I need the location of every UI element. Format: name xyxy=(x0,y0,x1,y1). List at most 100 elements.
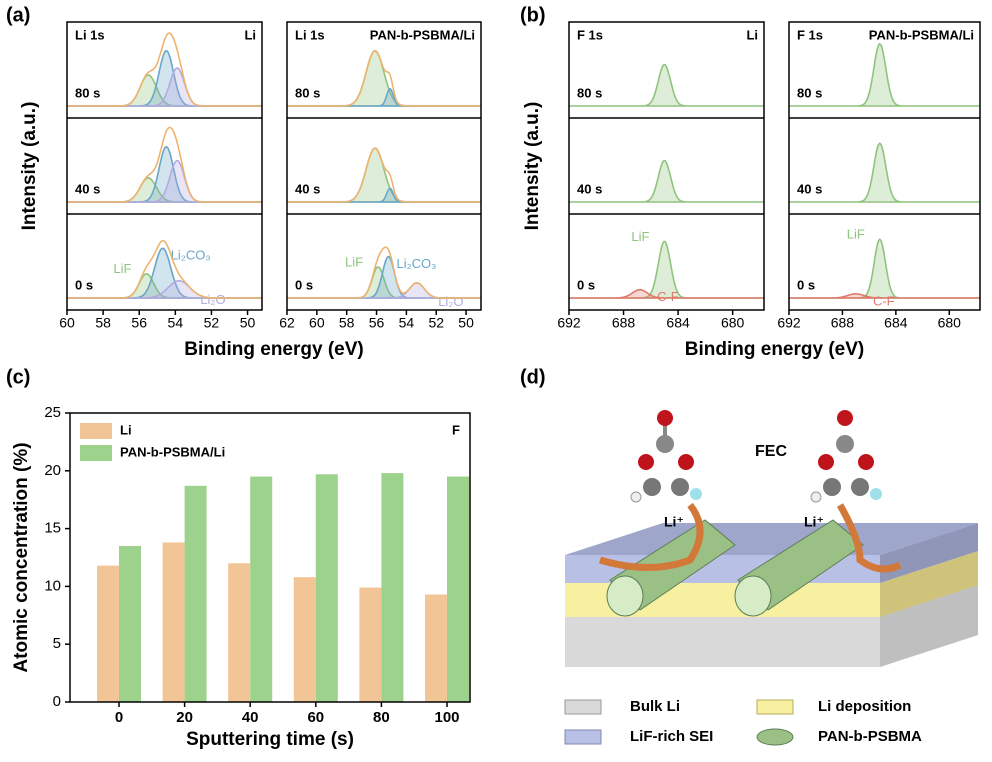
subplot-sample: PAN-b-PSBMA/Li xyxy=(869,27,974,42)
bar xyxy=(250,476,273,702)
plot-frame xyxy=(69,412,471,703)
x-tick-label: 0 xyxy=(115,709,123,726)
bar xyxy=(315,474,338,702)
panel-label: (a) xyxy=(6,4,30,26)
x-tick-label: 50 xyxy=(240,315,256,331)
ion-label: Li⁺ xyxy=(804,514,824,530)
peak xyxy=(789,293,980,299)
peak xyxy=(287,255,481,299)
envelope xyxy=(67,239,262,299)
x-tick-label: 60 xyxy=(59,315,75,331)
legend-label: LiF-rich SEI xyxy=(630,728,713,745)
x-tick-label: 54 xyxy=(168,315,184,331)
envelope xyxy=(287,246,481,299)
x-tick-label: 60 xyxy=(307,709,324,726)
legend-swatch xyxy=(756,699,794,715)
panel-label: (c) xyxy=(6,366,30,388)
x-tick-label: 680 xyxy=(721,315,745,331)
y-tick-label: 10 xyxy=(44,577,61,594)
subplot-title: Li 1s xyxy=(75,27,105,42)
plot-frame xyxy=(788,21,981,311)
x-tick-label: 692 xyxy=(557,315,581,331)
x-tick-label: 50 xyxy=(458,315,474,331)
envelope xyxy=(287,49,481,107)
y-tick-label: 20 xyxy=(44,462,61,479)
bar xyxy=(293,577,316,702)
row-label: 0 s xyxy=(295,277,313,292)
arrow xyxy=(598,502,704,571)
row-label: 80 s xyxy=(295,85,320,100)
bar xyxy=(184,485,207,702)
x-tick-label: 56 xyxy=(131,315,147,331)
subplot-title: Li 1s xyxy=(295,27,325,42)
bar xyxy=(425,594,447,702)
legend-swatch xyxy=(80,423,112,439)
subplot-title: F 1s xyxy=(577,27,603,42)
bar xyxy=(447,476,469,702)
peak-label: Li₂O xyxy=(438,294,463,309)
y-tick-label: 15 xyxy=(44,520,61,537)
fec-molecule xyxy=(630,410,882,503)
row-label: 0 s xyxy=(577,277,595,292)
row-label: 0 s xyxy=(75,277,93,292)
subplot-sample: Li xyxy=(244,27,256,42)
peak-label: LiF xyxy=(847,227,865,242)
plot-frame xyxy=(66,21,263,311)
row-label: 40 s xyxy=(577,181,602,196)
y-tick-label: 5 xyxy=(53,635,61,652)
y-axis-title: Intensity (a.u.) xyxy=(19,102,40,231)
x-tick-label: 40 xyxy=(242,709,259,726)
peak-label: Li₂CO₃ xyxy=(171,248,211,263)
x-tick-label: 60 xyxy=(309,315,325,331)
bar xyxy=(381,473,404,702)
panel-label: (d) xyxy=(520,366,546,388)
legend-swatch xyxy=(564,729,602,745)
legend-label: Bulk Li xyxy=(630,698,680,715)
x-tick-label: 54 xyxy=(399,315,415,331)
row-label: 40 s xyxy=(295,181,320,196)
bar xyxy=(228,563,251,702)
bulk-li xyxy=(565,585,978,667)
y-axis-title: Atomic concentration (%) xyxy=(11,442,32,672)
arrow xyxy=(836,503,902,573)
subplot-sample: Li xyxy=(746,27,758,42)
envelope xyxy=(67,126,262,203)
x-tick-label: 80 xyxy=(373,709,390,726)
row-label: 40 s xyxy=(797,181,822,196)
fiber-end xyxy=(606,575,644,617)
x-axis-title: Binding energy (eV) xyxy=(685,339,864,360)
molecule-label: FEC xyxy=(755,443,787,460)
bar xyxy=(162,542,185,702)
legend-swatch xyxy=(564,699,602,715)
y-axis-title: Intensity (a.u.) xyxy=(522,102,543,231)
legend-swatch xyxy=(80,445,112,461)
x-tick-label: 680 xyxy=(938,315,962,331)
fiber-end xyxy=(734,575,772,617)
subplot-title: F 1s xyxy=(797,27,823,42)
envelope xyxy=(67,32,262,107)
bar xyxy=(119,545,141,702)
panel-label: (b) xyxy=(520,4,546,26)
sei-side xyxy=(880,523,978,583)
row-label: 80 s xyxy=(577,85,602,100)
x-tick-label: 684 xyxy=(666,315,690,331)
battery-diagram: FEC Li⁺ Li⁺ Bulk Li Li deposition LiF-ri… xyxy=(564,410,978,746)
x-tick-label: 684 xyxy=(884,315,908,331)
y-tick-label: 25 xyxy=(44,404,61,421)
x-axis-title: Sputtering time (s) xyxy=(186,729,354,750)
legend-label: PAN-b-PSBMA xyxy=(818,728,922,745)
row-label: 40 s xyxy=(75,181,100,196)
envelope xyxy=(287,147,481,203)
peak xyxy=(789,238,980,299)
row-label: 0 s xyxy=(797,277,815,292)
ion-label: Li⁺ xyxy=(664,514,684,530)
x-tick-label: 692 xyxy=(777,315,801,331)
x-tick-label: 52 xyxy=(428,315,444,331)
bar xyxy=(97,565,119,702)
x-tick-label: 62 xyxy=(279,315,295,331)
row-label: 80 s xyxy=(75,85,100,100)
peak xyxy=(569,159,764,203)
li-deposition-side xyxy=(880,551,978,617)
peak-label: C-F xyxy=(657,289,679,304)
